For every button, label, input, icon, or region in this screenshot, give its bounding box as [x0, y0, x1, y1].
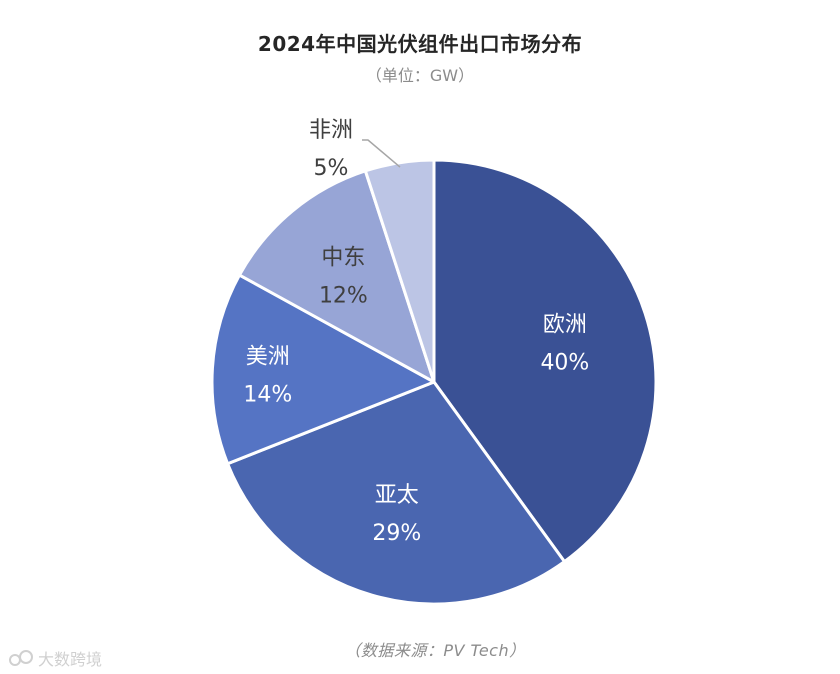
- chart-source: （数据来源：PV Tech）: [344, 641, 526, 660]
- pie-slice-4: [237, 169, 436, 384]
- pie-slice-2: [226, 380, 566, 606]
- slice-label: 欧洲: [543, 313, 587, 338]
- slice-percent-label: 29%: [372, 521, 421, 546]
- watermark: 大数跨境: [8, 646, 102, 670]
- pie-slice-1: [432, 158, 658, 564]
- slice-percent-label: 5%: [314, 156, 349, 181]
- slice-percent-label: 12%: [319, 284, 368, 309]
- slice-label: 美洲: [246, 345, 290, 370]
- pie-slices: [210, 158, 658, 606]
- leader-line: [362, 139, 401, 168]
- slice-percent-label: 14%: [243, 383, 292, 408]
- slice-label: 中东: [321, 246, 365, 271]
- pie-slice-5: [363, 158, 436, 384]
- slice-label: 非洲: [309, 118, 353, 143]
- pie-slice-3: [210, 273, 436, 466]
- watermark-text: 大数跨境: [38, 650, 103, 669]
- chart-subtitle: （单位：GW）: [365, 66, 475, 85]
- slice-percent-label: 40%: [540, 351, 589, 376]
- chart-title: 2024年中国光伏组件出口市场分布: [257, 32, 583, 56]
- slice-labels: 欧洲 40% 亚太 29% 美洲 14% 中东 12% 非洲 5%: [243, 118, 589, 546]
- leader-lines: [362, 139, 401, 168]
- watermark-logo-icon: [9, 650, 33, 666]
- slice-label: 亚太: [375, 483, 419, 508]
